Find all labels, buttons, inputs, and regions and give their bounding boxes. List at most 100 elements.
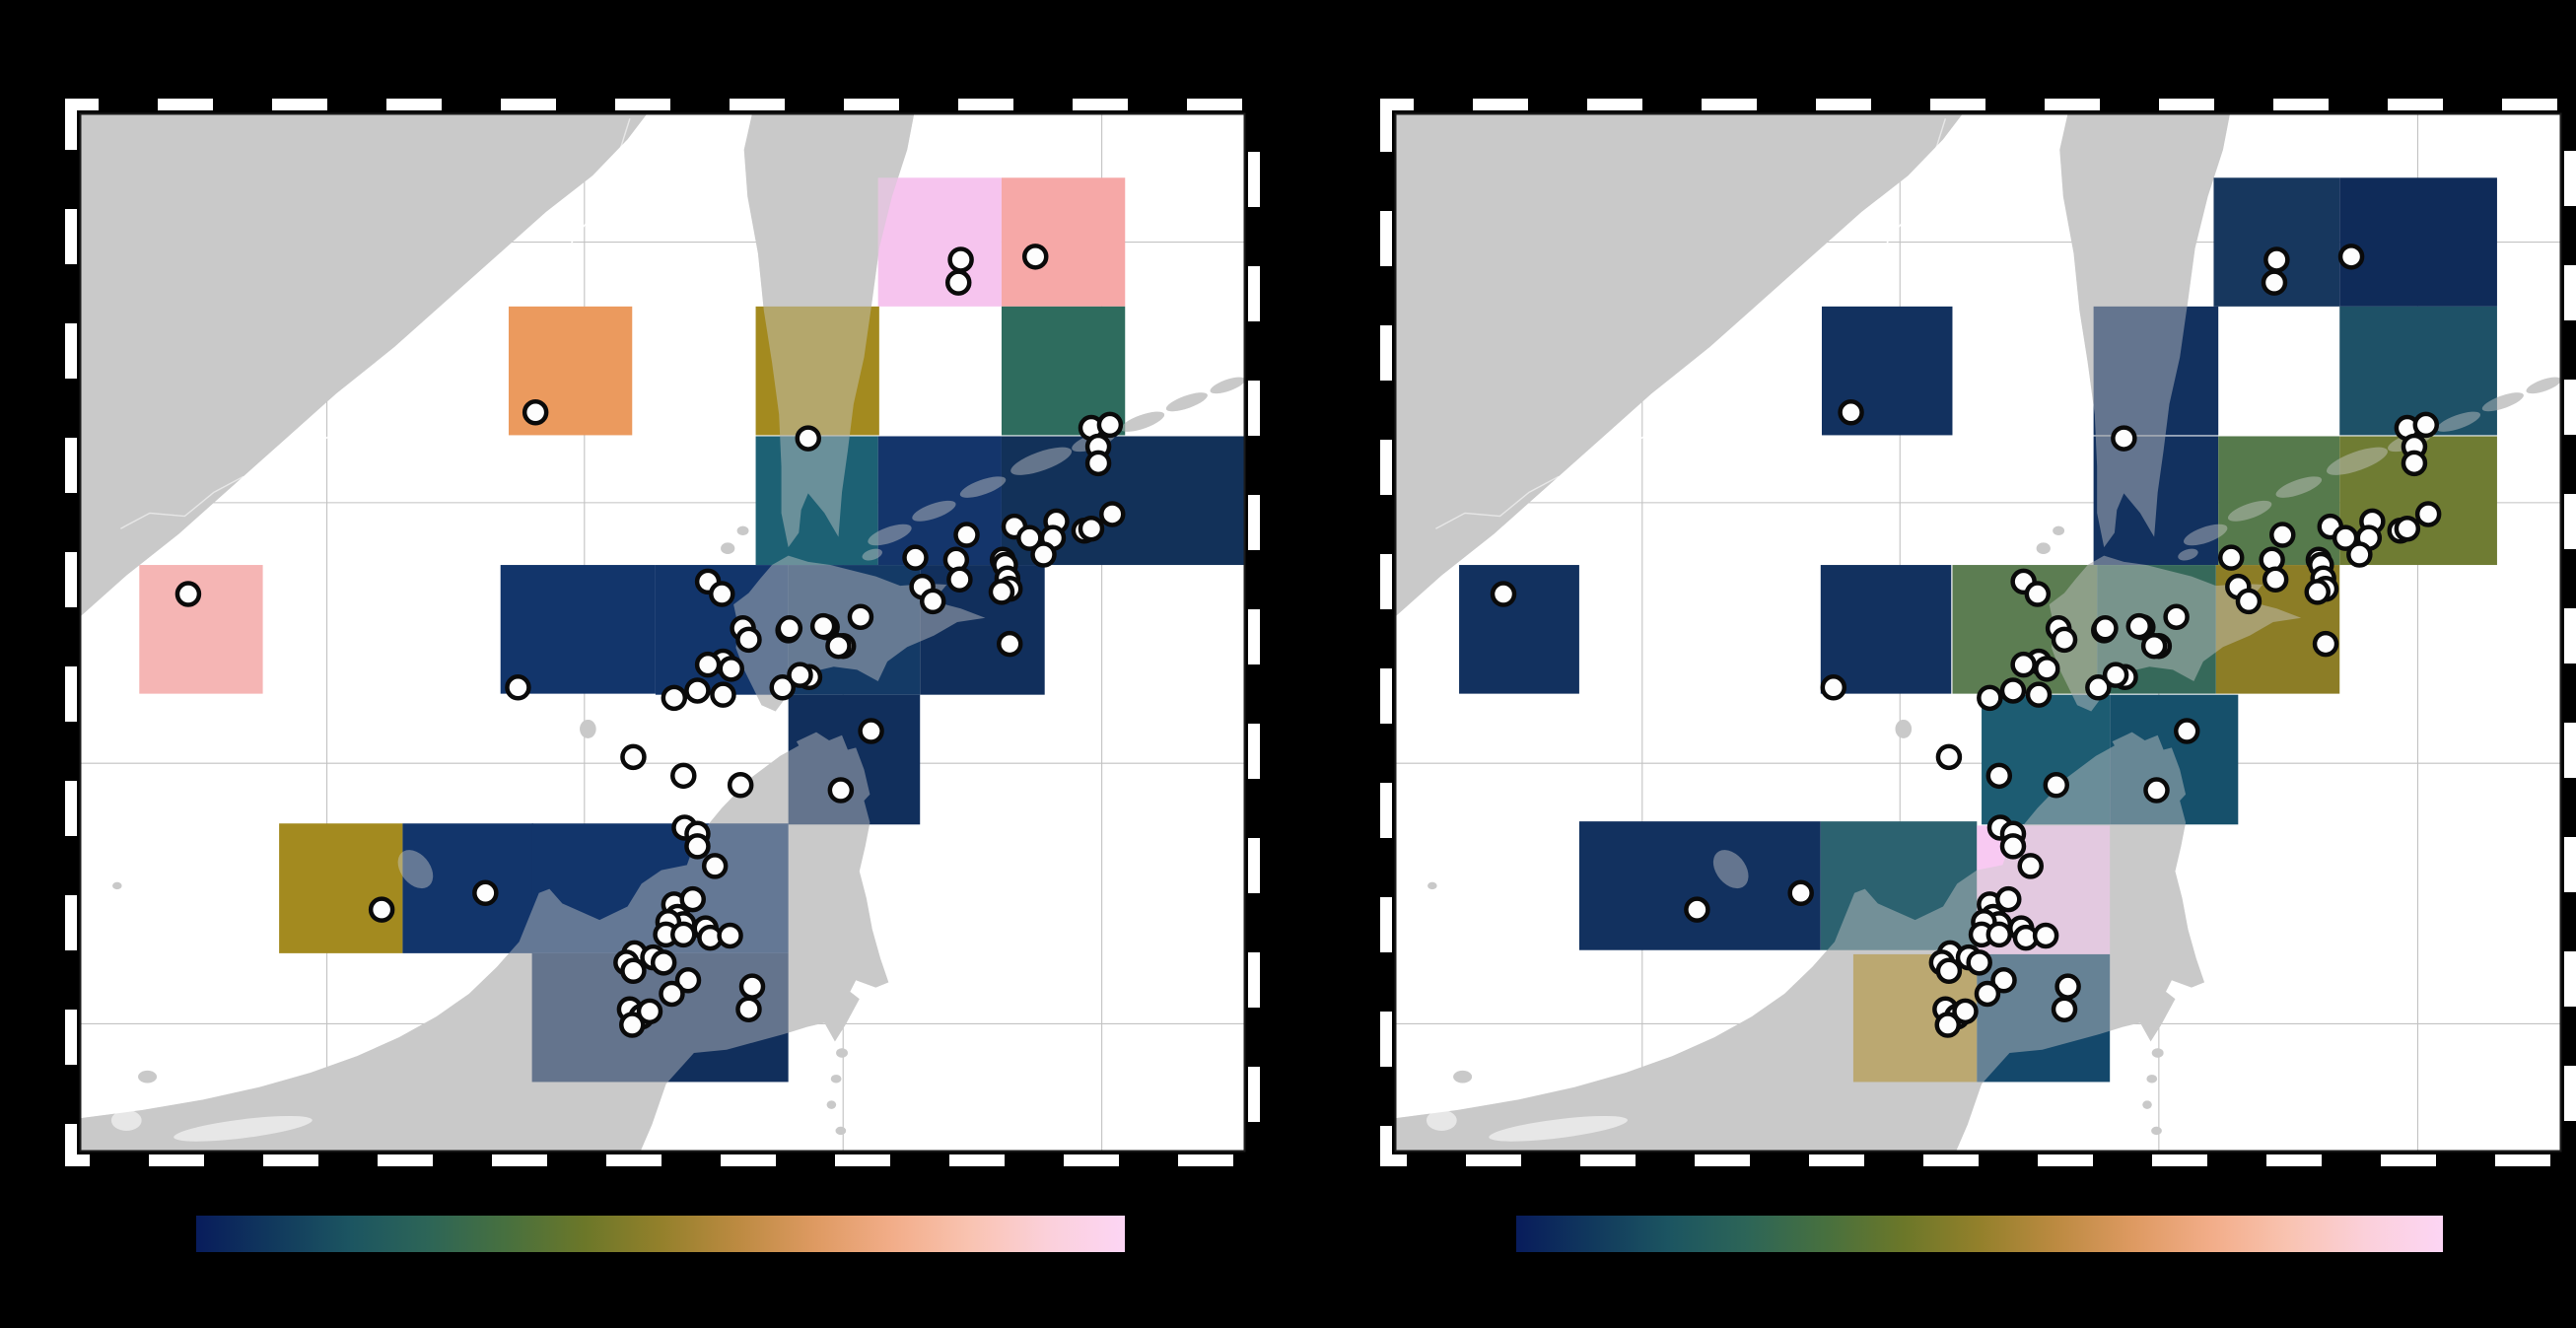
island-shape [2526,377,2561,394]
event-marker [710,681,736,708]
island-shape [1210,377,1245,394]
event-marker [650,949,677,976]
island-shape [2183,524,2228,546]
grid-cell [1459,565,1579,694]
grid-cell [402,823,533,953]
island-shape [868,524,912,546]
island-shape [2526,377,2561,394]
event-marker [2412,411,2440,439]
event-marker [2043,772,2070,799]
event-marker [1999,677,2027,704]
event-marker [1934,1012,1961,1038]
island-shape [826,1100,837,1109]
island-shape [1010,447,1073,475]
event-marker [684,677,711,704]
event-marker [902,544,929,571]
event-marker [1096,411,1124,439]
event-marker [1995,885,2022,913]
grid-cell [755,306,879,436]
island-shape [580,719,596,738]
event-marker [847,603,874,630]
event-marker [2125,612,2153,640]
event-marker [738,973,766,1000]
panel-frame-dashes [1380,99,2576,1166]
grid-cell [1001,177,1126,307]
event-marker [1490,581,1517,607]
island-shape [2053,525,2065,536]
basemap-layer-left [80,113,1245,1152]
event-marker [2051,626,2078,654]
event-marker [684,833,711,860]
island-shape [2053,525,2065,536]
event-marker [1977,684,2003,712]
event-marker [1084,450,1112,477]
event-marker [2346,541,2373,568]
island-shape [836,1048,848,1058]
event-marker [636,998,663,1025]
island-shape [1210,377,1245,394]
island-shape [2036,542,2051,554]
event-marker [522,399,549,426]
grid-cell [920,565,1045,695]
event-markers [1490,244,2442,1038]
island-shape [2151,1126,2162,1136]
event-marker [2085,674,2112,701]
event-marker [2262,566,2289,594]
island-shape [2151,1048,2164,1058]
island-shape [826,1100,837,1109]
island-shape [2146,1075,2158,1083]
island-shape [397,850,434,889]
event-marker [670,762,697,790]
event-marker [694,651,722,678]
inland-sea-shape [1489,1115,1628,1142]
event-marker [787,662,813,688]
event-marker [2017,853,2044,879]
event-marker [2269,522,2296,548]
marker-frame-layer-right [1380,99,2576,1166]
event-marker [2025,681,2053,708]
event-marker [996,630,1023,658]
event-marker [919,588,946,615]
event-marker [619,1012,646,1038]
island-shape [835,1126,847,1136]
island-shape [138,1070,158,1083]
event-marker [827,777,855,804]
event-marker [2235,588,2263,615]
grid-cell [1982,694,2111,825]
island-shape [830,1075,842,1083]
island-shape [721,542,735,554]
event-marker [1985,762,2013,790]
grid-cell [500,565,656,694]
island-shape [736,525,749,536]
event-marker [2092,615,2119,642]
event-marker [620,743,647,771]
grid-cell [877,436,1002,566]
grid-cell [139,565,263,694]
event-marker [727,772,754,799]
event-marker [735,626,762,654]
event-marker [1935,743,1963,771]
event-marker [2051,996,2078,1022]
map-panel-right [1380,99,2576,1166]
inland-sea-shape [204,697,247,730]
island-shape [2275,476,2323,498]
island-shape [835,1126,847,1136]
island-shape [1895,719,1913,738]
event-marker [2217,544,2245,571]
event-marker [946,566,973,594]
grid-cell [755,436,878,566]
island-shape [138,1070,158,1083]
grid-cell [1578,821,1821,950]
event-marker [735,996,762,1022]
grid-cell [2110,694,2239,825]
event-marker [1985,921,2013,948]
grid-cell [1820,565,1952,694]
river-line [120,118,630,528]
island-shape [2327,447,2388,475]
event-marker [858,718,884,744]
event-marker [718,656,744,682]
event-marker [2034,656,2060,682]
event-marker [2032,922,2059,949]
island-shape [1427,881,1437,890]
